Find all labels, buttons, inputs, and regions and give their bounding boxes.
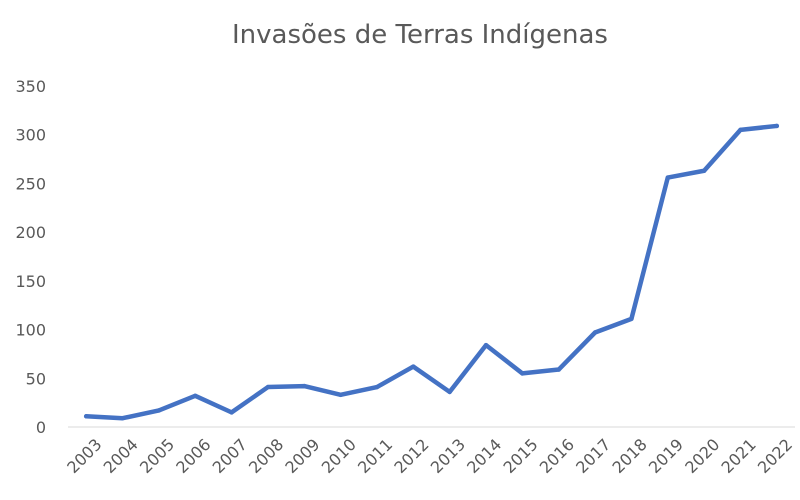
x-tick-label: 2020 (681, 435, 723, 477)
data-point (447, 389, 452, 395)
data-point (83, 414, 89, 419)
x-tick-label: 2003 (63, 435, 105, 477)
data-point (411, 364, 416, 369)
data-point (483, 342, 489, 348)
y-tick-label: 350 (15, 77, 46, 96)
data-point (338, 392, 343, 398)
x-tick-label: 2010 (318, 435, 360, 477)
y-tick-label: 150 (15, 272, 46, 291)
data-point (738, 127, 743, 133)
x-tick-label: 2008 (245, 435, 287, 477)
x-tick-label: 2004 (100, 435, 142, 477)
data-point (265, 384, 271, 390)
x-tick-label: 2013 (427, 435, 469, 477)
x-tick-label: 2012 (390, 435, 432, 477)
x-tick-label: 2006 (172, 435, 214, 477)
series-line (83, 123, 780, 421)
data-point (774, 123, 780, 129)
y-tick-label: 200 (15, 223, 46, 242)
data-point (629, 316, 634, 322)
y-tick-label: 50 (26, 369, 46, 388)
x-tick-label: 2017 (572, 435, 614, 477)
data-point (229, 410, 234, 415)
y-tick-label: 250 (15, 174, 46, 193)
data-point (156, 408, 162, 413)
x-tick-label: 2022 (754, 435, 796, 477)
data-point (665, 175, 670, 180)
y-tick-label: 0 (36, 418, 46, 437)
data-point (193, 393, 198, 399)
x-tick-label: 2009 (281, 435, 323, 477)
chart-title: Invasões de Terras Indígenas (232, 20, 608, 50)
y-axis: 0 50 100 150 200 250 300 350 (15, 77, 46, 437)
x-tick-label: 2014 (463, 435, 505, 477)
x-tick-label: 2005 (136, 435, 178, 477)
data-point (520, 371, 525, 376)
series-layer (83, 123, 780, 421)
data-point (701, 168, 707, 173)
x-axis: 2003200420052006200720082009201020112012… (63, 426, 796, 477)
x-tick-label: 2018 (609, 435, 651, 477)
x-tick-label: 2007 (209, 435, 251, 477)
x-tick-label: 2015 (499, 435, 541, 477)
data-point (120, 416, 125, 421)
x-tick-label: 2011 (354, 435, 396, 477)
data-point (592, 330, 598, 335)
y-tick-label: 100 (15, 321, 46, 340)
x-tick-label: 2019 (645, 435, 687, 477)
x-tick-label: 2021 (718, 435, 760, 477)
data-point (556, 367, 561, 372)
data-point (302, 383, 307, 389)
y-tick-label: 300 (15, 126, 46, 145)
x-tick-label: 2016 (536, 435, 578, 477)
data-point (374, 384, 380, 390)
